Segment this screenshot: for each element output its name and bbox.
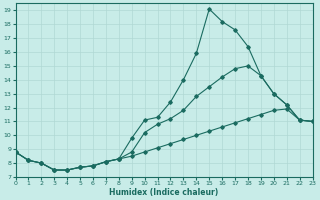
X-axis label: Humidex (Indice chaleur): Humidex (Indice chaleur)	[109, 188, 219, 197]
